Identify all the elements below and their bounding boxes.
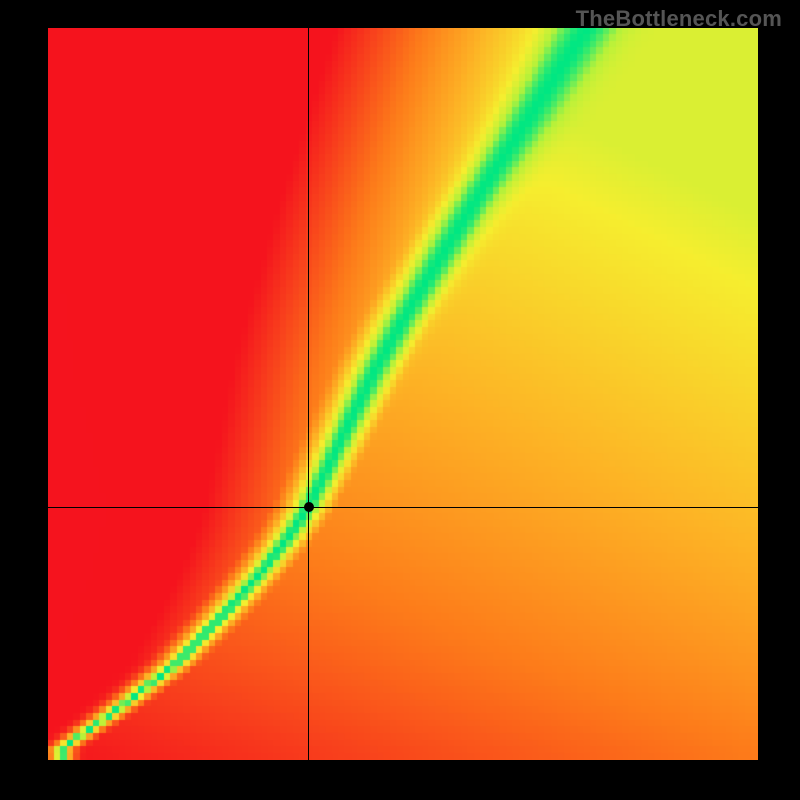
figure-root: { "watermark": { "text": "TheBottleneck.… (0, 0, 800, 800)
heatmap-plot (48, 28, 758, 760)
heatmap-canvas (48, 28, 758, 760)
